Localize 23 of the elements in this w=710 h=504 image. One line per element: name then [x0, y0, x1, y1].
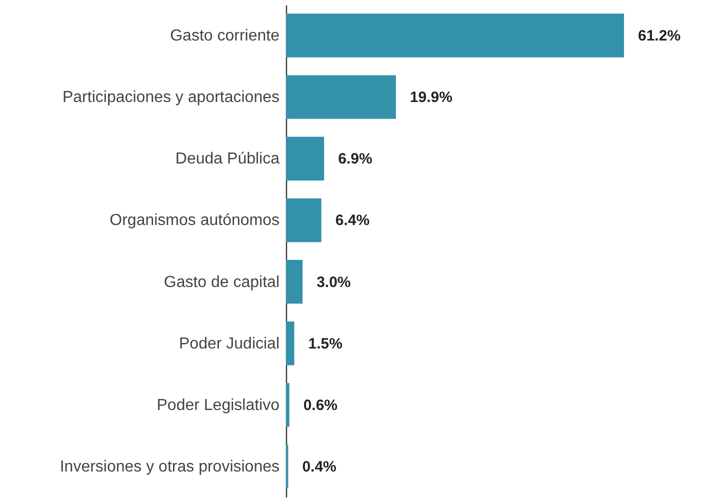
- y-tick-label: Participaciones y aportaciones: [62, 89, 280, 106]
- bar: [286, 75, 396, 119]
- data-label: 0.6%: [303, 396, 338, 414]
- bar: [286, 136, 324, 180]
- data-label: 1.5%: [308, 335, 342, 352]
- bar: [286, 260, 303, 304]
- y-tick-label: Organismos autónomos: [110, 212, 280, 230]
- y-tick-label: Inversiones y otras provisiones: [60, 458, 280, 476]
- data-label: 6.4%: [335, 212, 370, 230]
- bar: [286, 14, 624, 58]
- y-tick-label: Gasto de capital: [164, 274, 280, 291]
- data-label: 19.9%: [410, 89, 452, 106]
- y-tick-label: Poder Legislativo: [156, 396, 280, 414]
- data-label: 0.4%: [302, 458, 336, 476]
- y-tick-label: Poder Judicial: [179, 335, 280, 352]
- y-tick-label: Deuda Pública: [175, 150, 280, 168]
- bar: [286, 322, 294, 366]
- data-label: 6.9%: [338, 150, 372, 168]
- bar: [286, 198, 322, 242]
- data-label: 3.0%: [316, 274, 351, 291]
- bar: [286, 383, 290, 427]
- y-tick-label: Gasto corriente: [170, 27, 280, 44]
- data-label: 61.2%: [638, 27, 681, 44]
